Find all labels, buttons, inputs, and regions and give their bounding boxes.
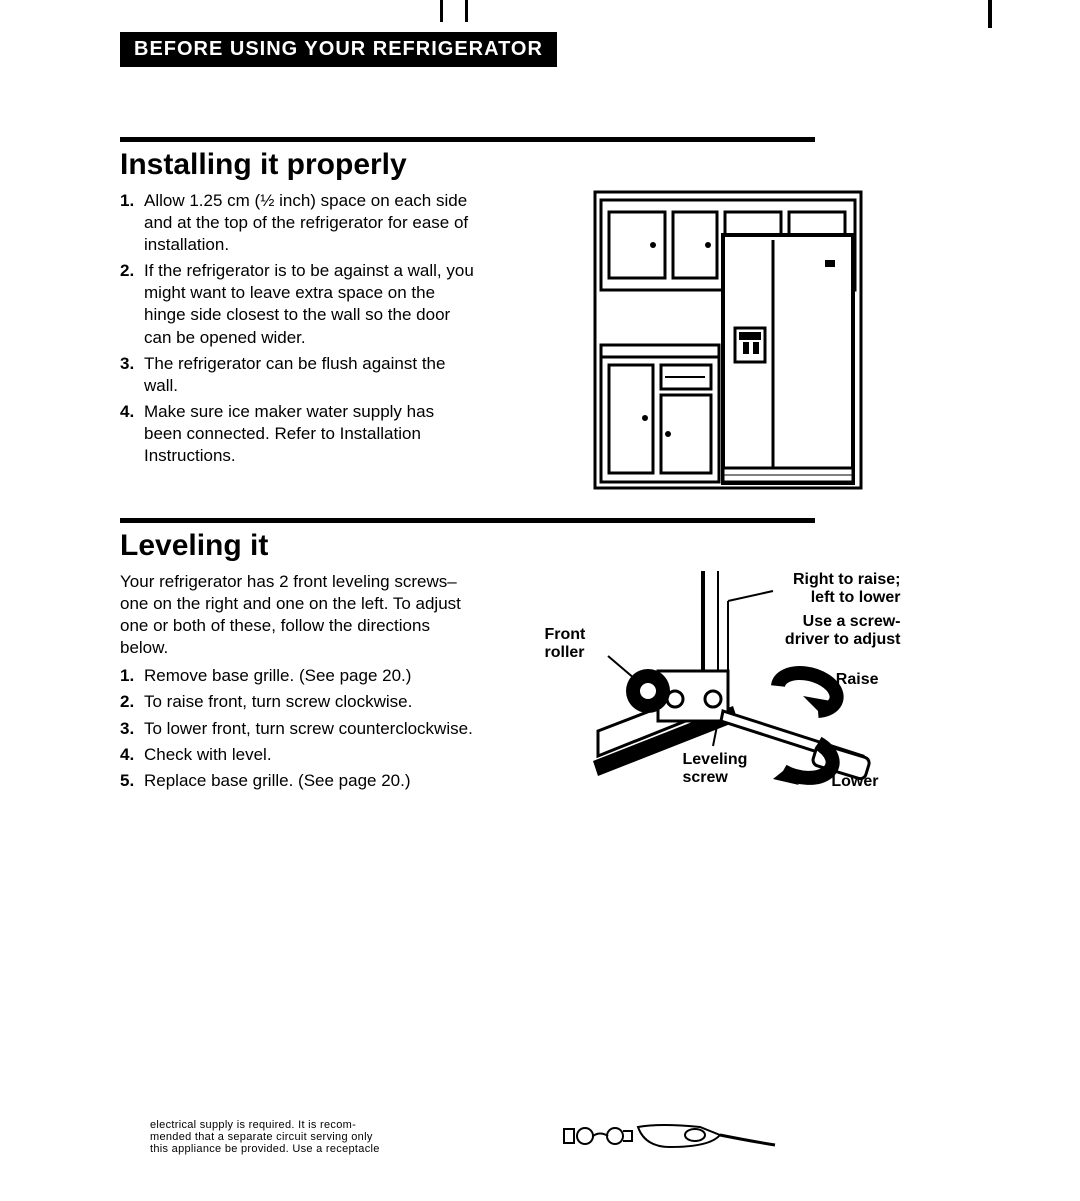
section2-text: Your refrigerator has 2 front leveling s… xyxy=(120,571,475,796)
list-item: Allow 1.25 cm (½ inch) space on each sid… xyxy=(120,190,475,256)
label-use-screw: Use a screw- driver to adjust xyxy=(785,613,901,650)
page: BEFORE USING YOUR REFRIGERATOR Installin… xyxy=(0,0,1080,801)
label-lower: Lower xyxy=(831,773,878,791)
section-title: Leveling it xyxy=(120,529,960,563)
crop-tick-right xyxy=(988,0,992,28)
footer-line: mended that a separate circuit serving o… xyxy=(150,1131,470,1143)
label-front-roller: Front roller xyxy=(545,626,586,663)
footer-fragment: electrical supply is required. It is rec… xyxy=(150,1119,470,1155)
list-item: To raise front, turn screw clockwise. xyxy=(120,691,475,713)
section-installing: Installing it properly Allow 1.25 cm (½ … xyxy=(120,137,960,490)
section-rule xyxy=(120,137,815,142)
section2-steps: Remove base grille. (See page 20.) To ra… xyxy=(120,665,475,791)
section1-steps: Allow 1.25 cm (½ inch) space on each sid… xyxy=(120,190,475,467)
section1-text: Allow 1.25 cm (½ inch) space on each sid… xyxy=(120,190,475,471)
section2-figure: Front roller Right to raise; left to low… xyxy=(495,571,960,801)
list-item: Check with level. xyxy=(120,744,475,766)
label-raise: Raise xyxy=(836,671,879,689)
label-leveling-screw: Leveling screw xyxy=(683,751,748,788)
section-leveling: Leveling it Your refrigerator has 2 fron… xyxy=(120,518,960,801)
label-right-raise: Right to raise; left to lower xyxy=(793,571,901,608)
kitchen-diagram-icon xyxy=(593,190,863,490)
list-item: If the refrigerator is to be against a w… xyxy=(120,260,475,348)
footer-line: this appliance be provided. Use a recept… xyxy=(150,1143,470,1155)
header-band: BEFORE USING YOUR REFRIGERATOR xyxy=(120,32,557,67)
section1-figure xyxy=(495,190,960,490)
list-item: To lower front, turn screw counterclock­… xyxy=(120,718,475,740)
section2-intro: Your refrigerator has 2 front leveling s… xyxy=(120,571,475,659)
crop-ticks xyxy=(440,0,468,22)
list-item: Remove base grille. (See page 20.) xyxy=(120,665,475,687)
list-item: Make sure ice maker water supply has bee… xyxy=(120,401,475,467)
section-rule xyxy=(120,518,815,523)
list-item: Replace base grille. (See page 20.) xyxy=(120,770,475,792)
list-item: The refrigerator can be flush against th… xyxy=(120,353,475,397)
section-title: Installing it properly xyxy=(120,148,960,182)
footer-line: electrical supply is required. It is rec… xyxy=(150,1119,470,1131)
plug-fragment-icon xyxy=(560,1121,780,1151)
